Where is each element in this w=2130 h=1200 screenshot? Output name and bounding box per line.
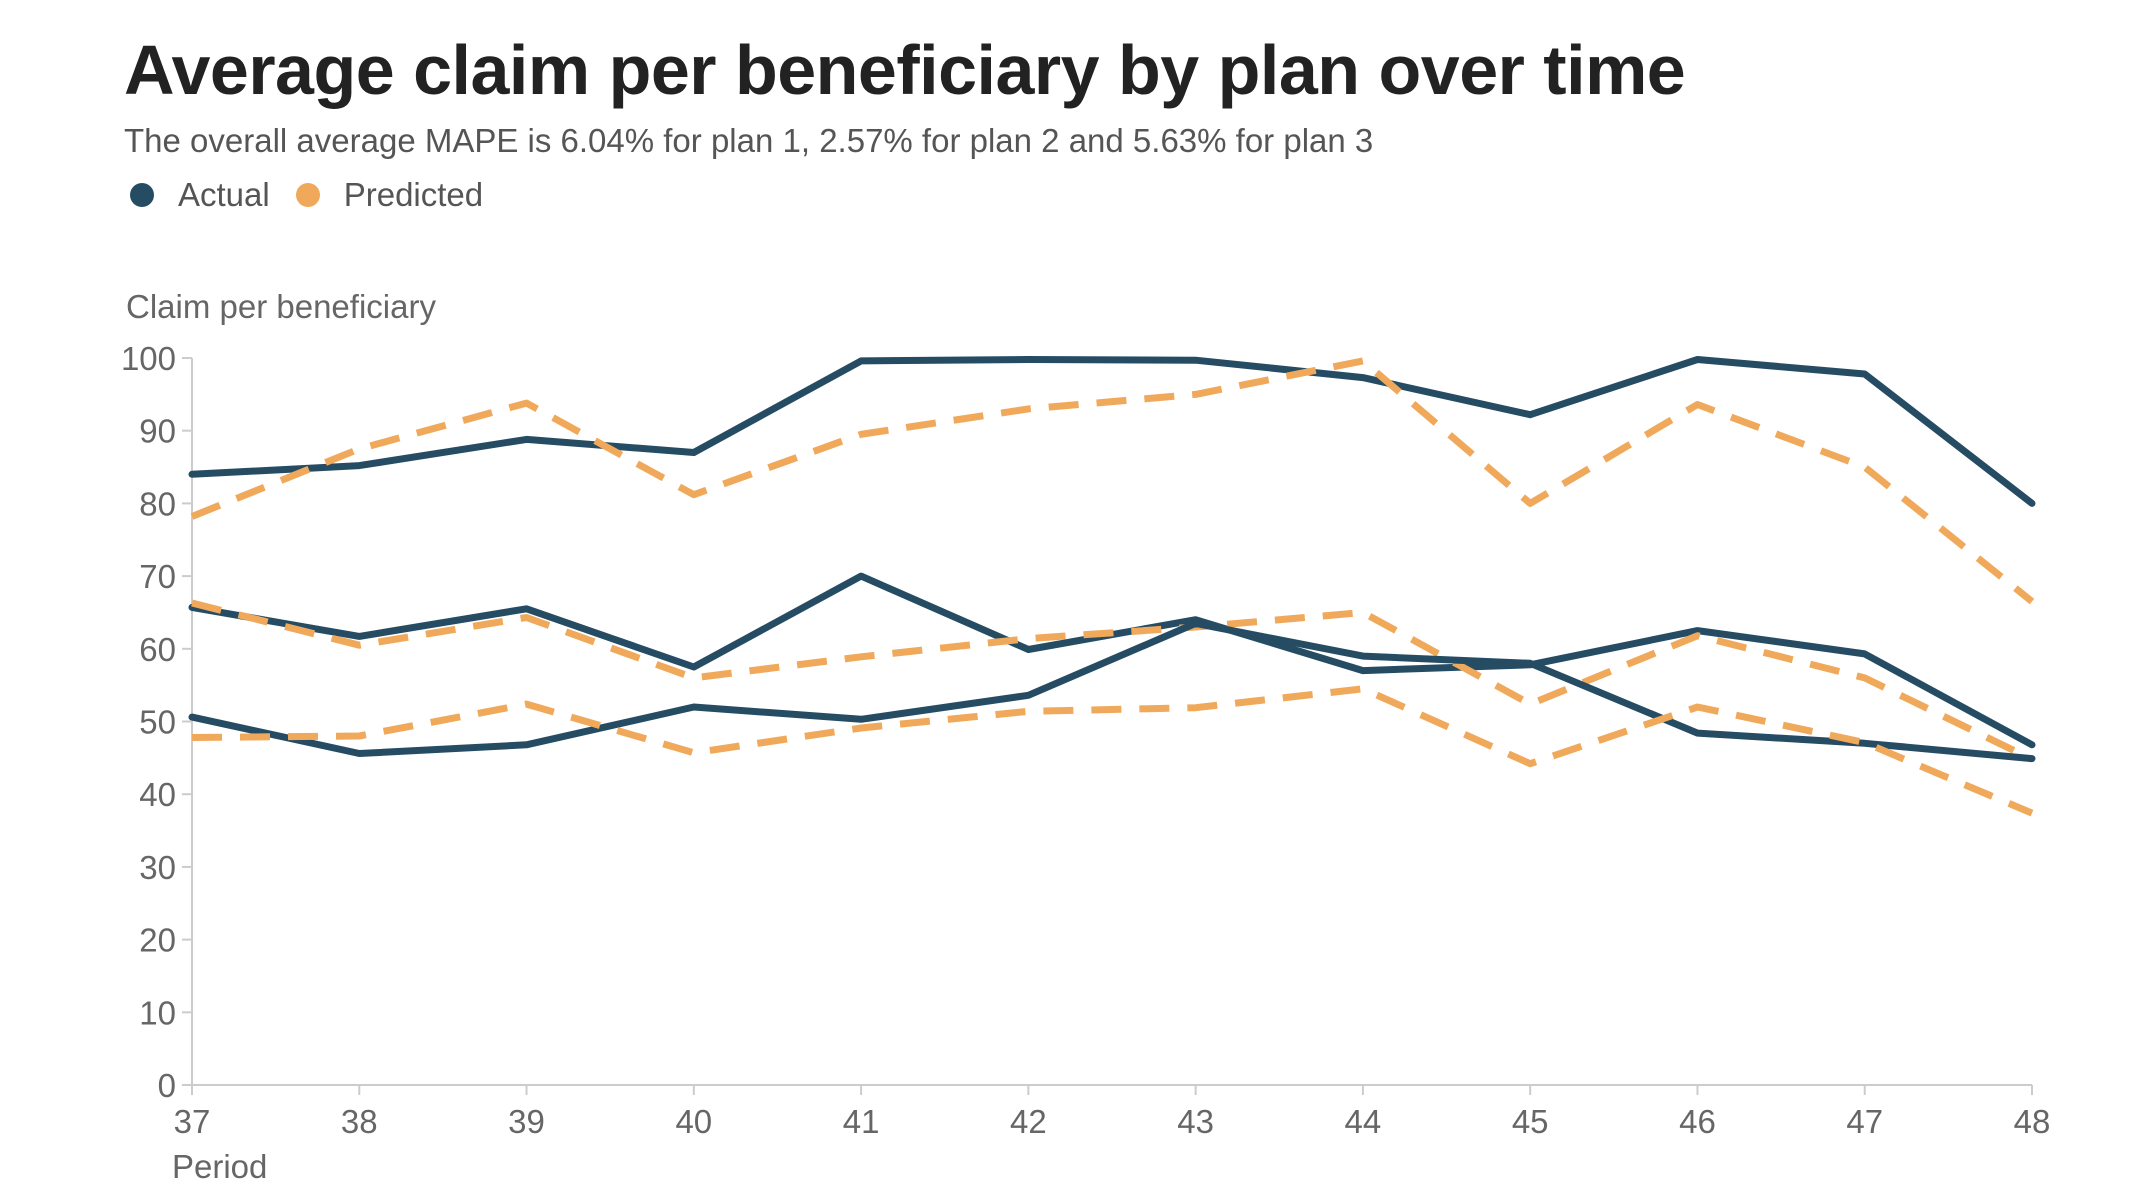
- actual-line-1: [188, 356, 2036, 507]
- x-tick-label: 37: [174, 1103, 211, 1140]
- actual-line-3: [188, 619, 2036, 763]
- x-tick-label: 46: [1679, 1103, 1716, 1140]
- x-tick-label: 38: [341, 1103, 378, 1140]
- predicted-line-3: [191, 685, 2034, 817]
- x-tick-label: 45: [1512, 1103, 1549, 1140]
- y-tick-label: 20: [139, 922, 176, 959]
- predicted-line-2: [191, 599, 2034, 763]
- legend: Actual Predicted: [130, 176, 509, 214]
- predicted-line-1: [190, 357, 2035, 605]
- x-tick-label: 39: [508, 1103, 545, 1140]
- legend-label-predicted: Predicted: [343, 176, 484, 213]
- axes: 0 10 20 30 40 50 60 70 80 90 100 37 38 39 40 41 42 43 44 45…: [121, 340, 2050, 1140]
- legend-item-actual: Actual: [130, 176, 270, 214]
- x-tick-label: 42: [1010, 1103, 1047, 1140]
- x-tick-label: 47: [1846, 1103, 1883, 1140]
- series-group: [188, 356, 2036, 817]
- y-axis-label: Claim per beneficiary: [126, 288, 436, 325]
- legend-dot-actual: [130, 183, 154, 207]
- x-tick-label: 41: [843, 1103, 880, 1140]
- x-tick-label: 43: [1177, 1103, 1214, 1140]
- y-tick-label: 100: [121, 340, 176, 377]
- legend-label-actual: Actual: [178, 176, 270, 213]
- y-tick-label: 10: [139, 994, 176, 1031]
- x-tick-label: 44: [1345, 1103, 1382, 1140]
- legend-dot-predicted: [295, 183, 320, 207]
- y-tick-label: 40: [139, 776, 176, 813]
- chart-title: Average claim per beneficiary by plan ov…: [124, 31, 1686, 109]
- x-axis-label: Period: [172, 1148, 267, 1185]
- legend-item-predicted: Predicted: [295, 176, 484, 214]
- y-tick-label: 80: [139, 485, 176, 522]
- x-tick-label: 48: [2014, 1103, 2051, 1140]
- y-tick-label: 50: [139, 704, 176, 741]
- x-tick-label: 40: [675, 1103, 712, 1140]
- y-tick-label: 0: [158, 1067, 176, 1104]
- y-tick-label: 60: [139, 631, 176, 668]
- chart-subtitle: The overall average MAPE is 6.04% for pl…: [124, 122, 1374, 159]
- y-tick-label: 90: [139, 413, 176, 450]
- y-tick-label: 30: [139, 849, 176, 886]
- y-tick-label: 70: [139, 558, 176, 595]
